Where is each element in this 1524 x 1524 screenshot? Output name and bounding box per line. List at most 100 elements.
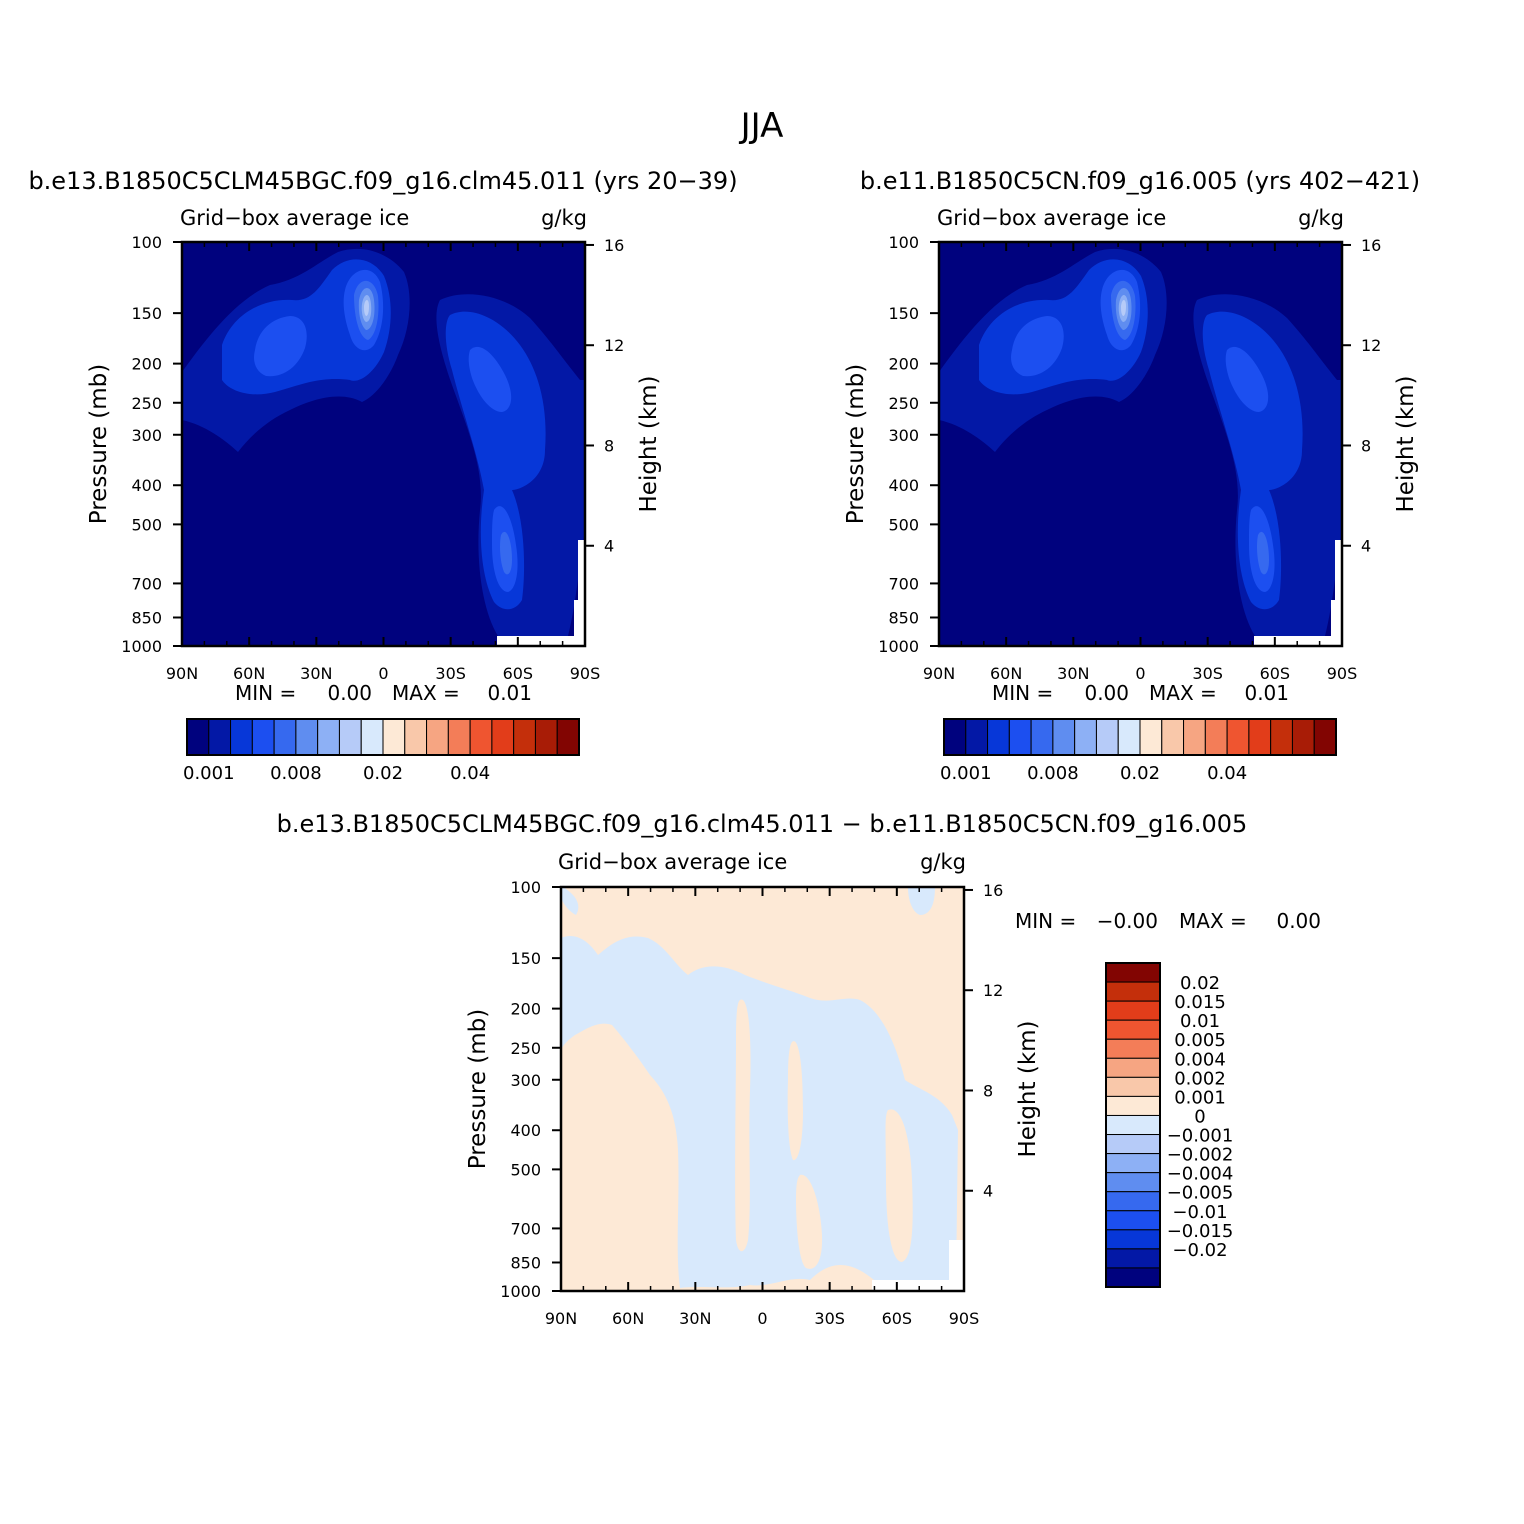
panel-3-positive-region-2 <box>787 1041 803 1161</box>
panel-1-min-label: MIN = <box>235 681 296 705</box>
panel-1-units-label: g/kg <box>541 206 587 230</box>
panel-1-contour-level-2b <box>445 311 546 610</box>
y2-tick-label: 16 <box>1361 236 1381 255</box>
colorbar-swatch <box>1030 718 1054 756</box>
panel-2-max-value: 0.01 <box>1244 681 1289 705</box>
panel-1-max-label: MAX = <box>392 681 460 705</box>
y2-tick-label: 12 <box>604 336 624 355</box>
panel-1-contour-level-7 <box>364 300 369 316</box>
panel-2-colorbar: 0.001 0.008 0.02 0.04 <box>940 718 1337 784</box>
panel-2-axes: 90N 60N 30N 0 30S 60S 90S 100 150 200 250 300 400 500… <box>878 233 1381 683</box>
panel-1-variable-label: Grid−box average ice <box>180 206 409 230</box>
panel-3-max-label: MAX = <box>1179 909 1247 933</box>
colorbar-label: 0.008 <box>1027 763 1079 784</box>
y-tick-label: 300 <box>888 426 919 445</box>
colorbar-swatch <box>404 718 428 756</box>
y-tick-label: 150 <box>510 949 541 968</box>
colorbar-swatch <box>186 718 210 756</box>
colorbar-label: 0.04 <box>1207 763 1247 784</box>
x-tick-label: 90N <box>545 1309 577 1328</box>
y2-tick-label: 4 <box>604 537 614 556</box>
panel-2-contour-level-3c <box>1225 346 1269 412</box>
y-tick-label: 150 <box>888 304 919 323</box>
colorbar-swatch <box>1313 718 1337 756</box>
colorbar-label: 0.001 <box>1174 1087 1226 1108</box>
panel-3-max-value: 0.00 <box>1276 909 1321 933</box>
colorbar-swatch <box>987 718 1010 756</box>
colorbar-swatch <box>251 718 275 756</box>
y-tick-label: 400 <box>510 1121 541 1140</box>
y-tick-label: 200 <box>888 355 919 374</box>
x-tick-label: 30S <box>1192 664 1223 683</box>
y-tick-label: 100 <box>131 233 162 252</box>
panel-3-title: b.e13.B1850C5CLM45BGC.f09_g16.clm45.011 … <box>277 810 1248 838</box>
x-tick-label: 0 <box>1135 664 1145 683</box>
colorbar-label: −0.001 <box>1167 1126 1234 1147</box>
panel-3-missing-data <box>872 1280 964 1291</box>
y-tick-label: 250 <box>131 394 162 413</box>
panel-3: b.e13.B1850C5CLM45BGC.f09_g16.clm45.011 … <box>277 810 1321 1328</box>
y2-tick-label: 16 <box>604 236 624 255</box>
figure-title: JJA <box>739 106 784 146</box>
panel-3-colorbar: 0.020.0150.010.0050.0040.0020.0010−0.001… <box>1105 962 1234 1288</box>
y2-tick-label: 12 <box>1361 336 1381 355</box>
colorbar-label: 0.008 <box>270 763 322 784</box>
panel-3-negative-region <box>561 935 958 1288</box>
panel-2-min-value: 0.00 <box>1084 681 1129 705</box>
colorbar-label: −0.002 <box>1167 1145 1234 1166</box>
panel-1-field <box>182 242 585 646</box>
colorbar-swatch <box>230 718 253 756</box>
panel-3-positive-region-1 <box>885 1109 913 1262</box>
colorbar-label: 0 <box>1194 1106 1205 1127</box>
y-tick-label: 700 <box>888 574 919 593</box>
y2-tick-label: 16 <box>983 881 1003 900</box>
colorbar-swatch <box>1204 718 1228 756</box>
colorbar-swatch <box>1105 1000 1161 1021</box>
x-tick-label: 60N <box>233 664 265 683</box>
panel-1-title: b.e13.B1850C5CLM45BGC.f09_g16.clm45.011 … <box>28 167 737 195</box>
y2-tick-label: 8 <box>983 1081 993 1100</box>
x-tick-label: 90N <box>166 664 198 683</box>
colorbar-swatch <box>1105 1076 1161 1097</box>
colorbar-swatch <box>1095 718 1119 756</box>
y-tick-label: 500 <box>510 1160 541 1179</box>
y2-tick-label: 12 <box>983 981 1003 1000</box>
colorbar-swatch <box>1105 1172 1161 1193</box>
colorbar-swatch <box>1105 1038 1161 1059</box>
x-tick-label: 60S <box>882 1309 913 1328</box>
y-tick-label: 200 <box>131 355 162 374</box>
x-tick-label: 0 <box>378 664 388 683</box>
colorbar-swatch <box>1105 1210 1161 1231</box>
y-tick-label: 700 <box>510 1219 541 1238</box>
panel-1-contour-level-3 <box>254 316 307 377</box>
panel-2: b.e11.B1850C5CN.f09_g16.005 (yrs 402−421… <box>843 167 1420 784</box>
y-tick-label: 700 <box>131 574 162 593</box>
y-tick-label: 100 <box>888 233 919 252</box>
panel-3-negative-corner-b <box>561 887 579 915</box>
x-tick-label: 30N <box>679 1309 711 1328</box>
x-tick-label: 60N <box>990 664 1022 683</box>
colorbar-label: 0.01 <box>1180 1011 1220 1032</box>
panel-3-field <box>561 887 964 1291</box>
panel-3-units-label: g/kg <box>920 850 966 874</box>
colorbar-swatch <box>1161 718 1185 756</box>
panel-1-contour-level-3c <box>468 346 512 412</box>
panel-2-field <box>939 242 1342 646</box>
y-tick-label: 400 <box>131 476 162 495</box>
colorbar-swatch <box>943 718 967 756</box>
y2-tick-label: 8 <box>1361 436 1371 455</box>
y-tick-label: 100 <box>510 878 541 897</box>
panel-2-contour-level-7 <box>1121 300 1126 316</box>
x-tick-label: 90S <box>1327 664 1358 683</box>
colorbar-swatch <box>1291 718 1315 756</box>
panel-3-min-label: MIN = <box>1015 909 1076 933</box>
colorbar-swatch <box>1074 718 1097 756</box>
colorbar-swatch <box>1117 718 1141 756</box>
y-tick-label: 850 <box>888 608 919 627</box>
y-tick-label: 850 <box>510 1253 541 1272</box>
panel-2-min-label: MIN = <box>992 681 1053 705</box>
panel-3-missing-data-b <box>949 1240 964 1291</box>
colorbar-swatch <box>1226 718 1250 756</box>
panel-2-max-label: MAX = <box>1149 681 1217 705</box>
colorbar-swatch <box>1105 1095 1161 1116</box>
